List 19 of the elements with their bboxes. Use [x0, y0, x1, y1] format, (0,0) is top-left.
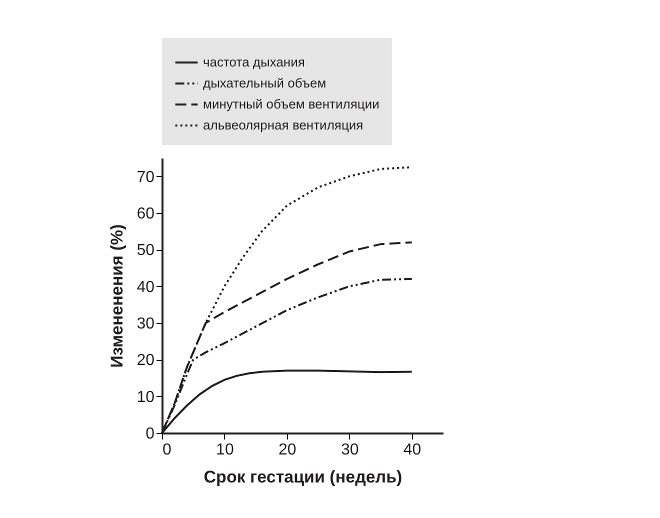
y-tick-label: 30 — [136, 316, 155, 332]
legend-label: минутный объем вентиляции — [203, 96, 380, 112]
y-tick-label: 70 — [136, 168, 155, 186]
x-axis-title: Срок гестации (недель) — [204, 468, 402, 486]
y-tick-label: 20 — [136, 352, 155, 370]
x-tick-label: 40 — [403, 442, 422, 458]
legend-label: дыхательный объем — [203, 76, 326, 90]
x-tick-label: 20 — [278, 442, 296, 458]
legend-label: альвеолярная вентиляция — [203, 118, 364, 132]
legend-label: частота дыхания — [203, 54, 305, 70]
y-tick-label: 50 — [136, 242, 155, 260]
x-tick-label: 10 — [216, 442, 234, 458]
y-tick-label: 40 — [136, 278, 155, 296]
y-axis-title: Измененения (%) — [108, 224, 127, 368]
x-tick-label: 30 — [340, 442, 359, 458]
y-tick-label: 10 — [136, 388, 155, 406]
x-tick-label: 0 — [162, 442, 172, 458]
y-tick-label: 60 — [136, 206, 155, 222]
y-tick-label: 0 — [146, 426, 155, 442]
